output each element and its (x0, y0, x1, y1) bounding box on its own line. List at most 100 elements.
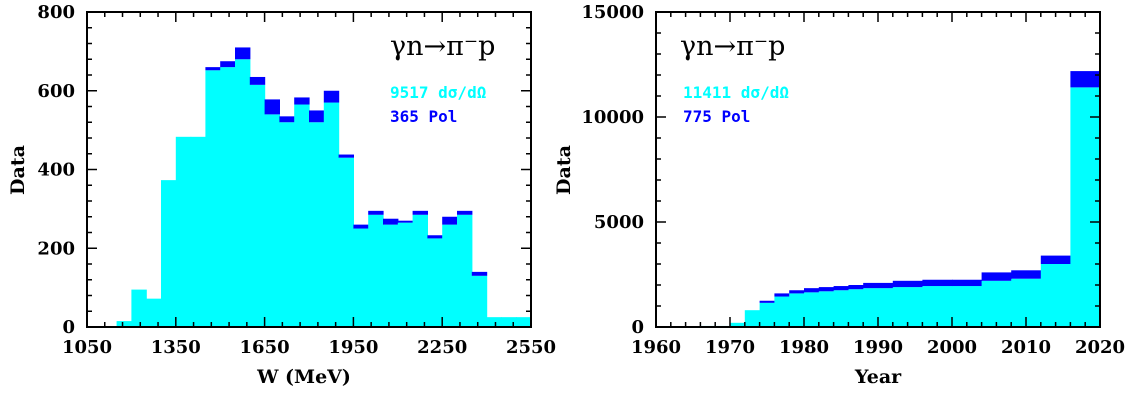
panel-w-histogram: 1050 1350 1650 1950 2250 2550 0 200 400 600 800 W… (7, 2, 556, 388)
bar-pol (205, 67, 221, 71)
bar-dsg (353, 228, 369, 327)
bar-dsg (516, 317, 532, 327)
bar-dsg (457, 214, 473, 327)
legend-dsg: 11411 dσ/dΩ (683, 83, 789, 102)
bar-dsg (220, 67, 236, 327)
bar-dsg (442, 224, 458, 327)
bar-pol (323, 90, 340, 103)
y-tick-label: 200 (37, 238, 75, 259)
bar-pol (249, 76, 266, 85)
bar-dsg (383, 224, 399, 327)
plot-frame (86, 11, 532, 328)
bar-pol (412, 210, 428, 215)
bar-dsg (175, 136, 192, 327)
bar-pol (353, 224, 369, 229)
reaction-label: γn→π⁻p (390, 31, 495, 62)
bar-dsg (294, 104, 310, 327)
bars-group (656, 71, 1101, 327)
bar-dsg (759, 302, 775, 327)
bar-dsg (279, 122, 295, 327)
bar-dsg (1070, 87, 1101, 327)
bar-pol (383, 218, 399, 225)
bar-pol (789, 290, 805, 294)
bar-dsg (235, 59, 251, 327)
x-tick-label: 1050 (62, 337, 112, 358)
bar-pol (309, 110, 325, 123)
bar-dsg (190, 136, 206, 327)
bar-pol (279, 116, 295, 123)
bar-dsg (981, 280, 1012, 327)
bar-dsg (338, 157, 354, 327)
x-axis-title: W (MeV) (256, 366, 351, 388)
bar-dsg (892, 287, 923, 327)
bar-dsg (427, 238, 443, 327)
bar-dsg (501, 317, 517, 327)
x-tick-label: 2010 (1001, 337, 1051, 358)
bar-pol (759, 300, 775, 303)
x-tick-labels: 1050 1350 1650 1950 2250 2550 (62, 337, 556, 358)
bar-pol (892, 280, 923, 288)
bar-pol (818, 287, 835, 292)
bar-dsg (486, 317, 502, 327)
bar-dsg (249, 84, 266, 327)
x-tick-label: 1990 (853, 337, 903, 358)
y-tick-label: 15000 (581, 2, 644, 23)
bar-dsg (397, 222, 414, 327)
bar-dsg (833, 290, 849, 327)
bar-pol (338, 154, 354, 158)
y-tick-label: 10000 (581, 107, 644, 128)
x-tick-label: 1970 (705, 337, 755, 358)
bar-dsg (730, 322, 746, 327)
legend-dsg: 9517 dσ/dΩ (390, 83, 486, 102)
x-tick-label: 1980 (779, 337, 829, 358)
y-tick-label: 5000 (594, 212, 644, 233)
bar-pol (1070, 71, 1101, 88)
x-tick-label: 2250 (417, 337, 467, 358)
legend-pol: 365 Pol (390, 107, 457, 126)
bar-pol (442, 216, 458, 225)
y-tick-label: 600 (37, 81, 75, 102)
bar-pol (804, 288, 820, 293)
legend-pol: 775 Pol (683, 107, 750, 126)
bar-pol (1040, 255, 1071, 264)
bar-pol (774, 293, 790, 297)
bars-group (116, 47, 532, 328)
x-tick-label: 2550 (506, 337, 556, 358)
bar-dsg (309, 122, 325, 327)
bar-pol (952, 279, 983, 287)
y-axis-title: Data (553, 145, 575, 195)
bar-dsg (205, 70, 221, 328)
reaction-label: γn→π⁻p (680, 31, 785, 62)
x-tick-label: 2000 (927, 337, 977, 358)
bar-dsg (146, 298, 162, 327)
y-tick-labels: 0 200 400 600 800 (37, 2, 75, 338)
bar-dsg (131, 289, 147, 327)
plot-frame (655, 11, 1101, 328)
bar-dsg (161, 180, 177, 327)
y-tick-label: 0 (631, 317, 644, 338)
y-axis-title: Data (7, 145, 29, 195)
bar-pol (471, 271, 488, 276)
bar-dsg (922, 286, 953, 327)
bar-dsg (804, 292, 820, 327)
bar-dsg (368, 214, 384, 327)
y-tick-label: 800 (37, 2, 75, 23)
bar-pol (833, 286, 849, 291)
bar-dsg (412, 214, 428, 327)
bar-pol (264, 99, 280, 115)
bar-dsg (952, 286, 983, 327)
y-tick-label: 400 (37, 160, 75, 181)
bar-dsg (744, 310, 761, 327)
panel-year-histogram: 1960 1970 1980 1990 2000 2010 2020 0 5000 10000 1… (553, 2, 1125, 388)
x-tick-label: 1950 (328, 337, 378, 358)
bar-dsg (789, 293, 805, 327)
bar-pol (1011, 270, 1042, 279)
bar-pol (294, 97, 310, 105)
bar-pol (922, 279, 953, 287)
y-tick-labels: 0 5000 10000 15000 (581, 2, 644, 338)
bar-dsg (471, 275, 488, 327)
bar-dsg (116, 321, 132, 327)
bar-pol (863, 282, 894, 289)
x-tick-label: 1350 (151, 337, 201, 358)
